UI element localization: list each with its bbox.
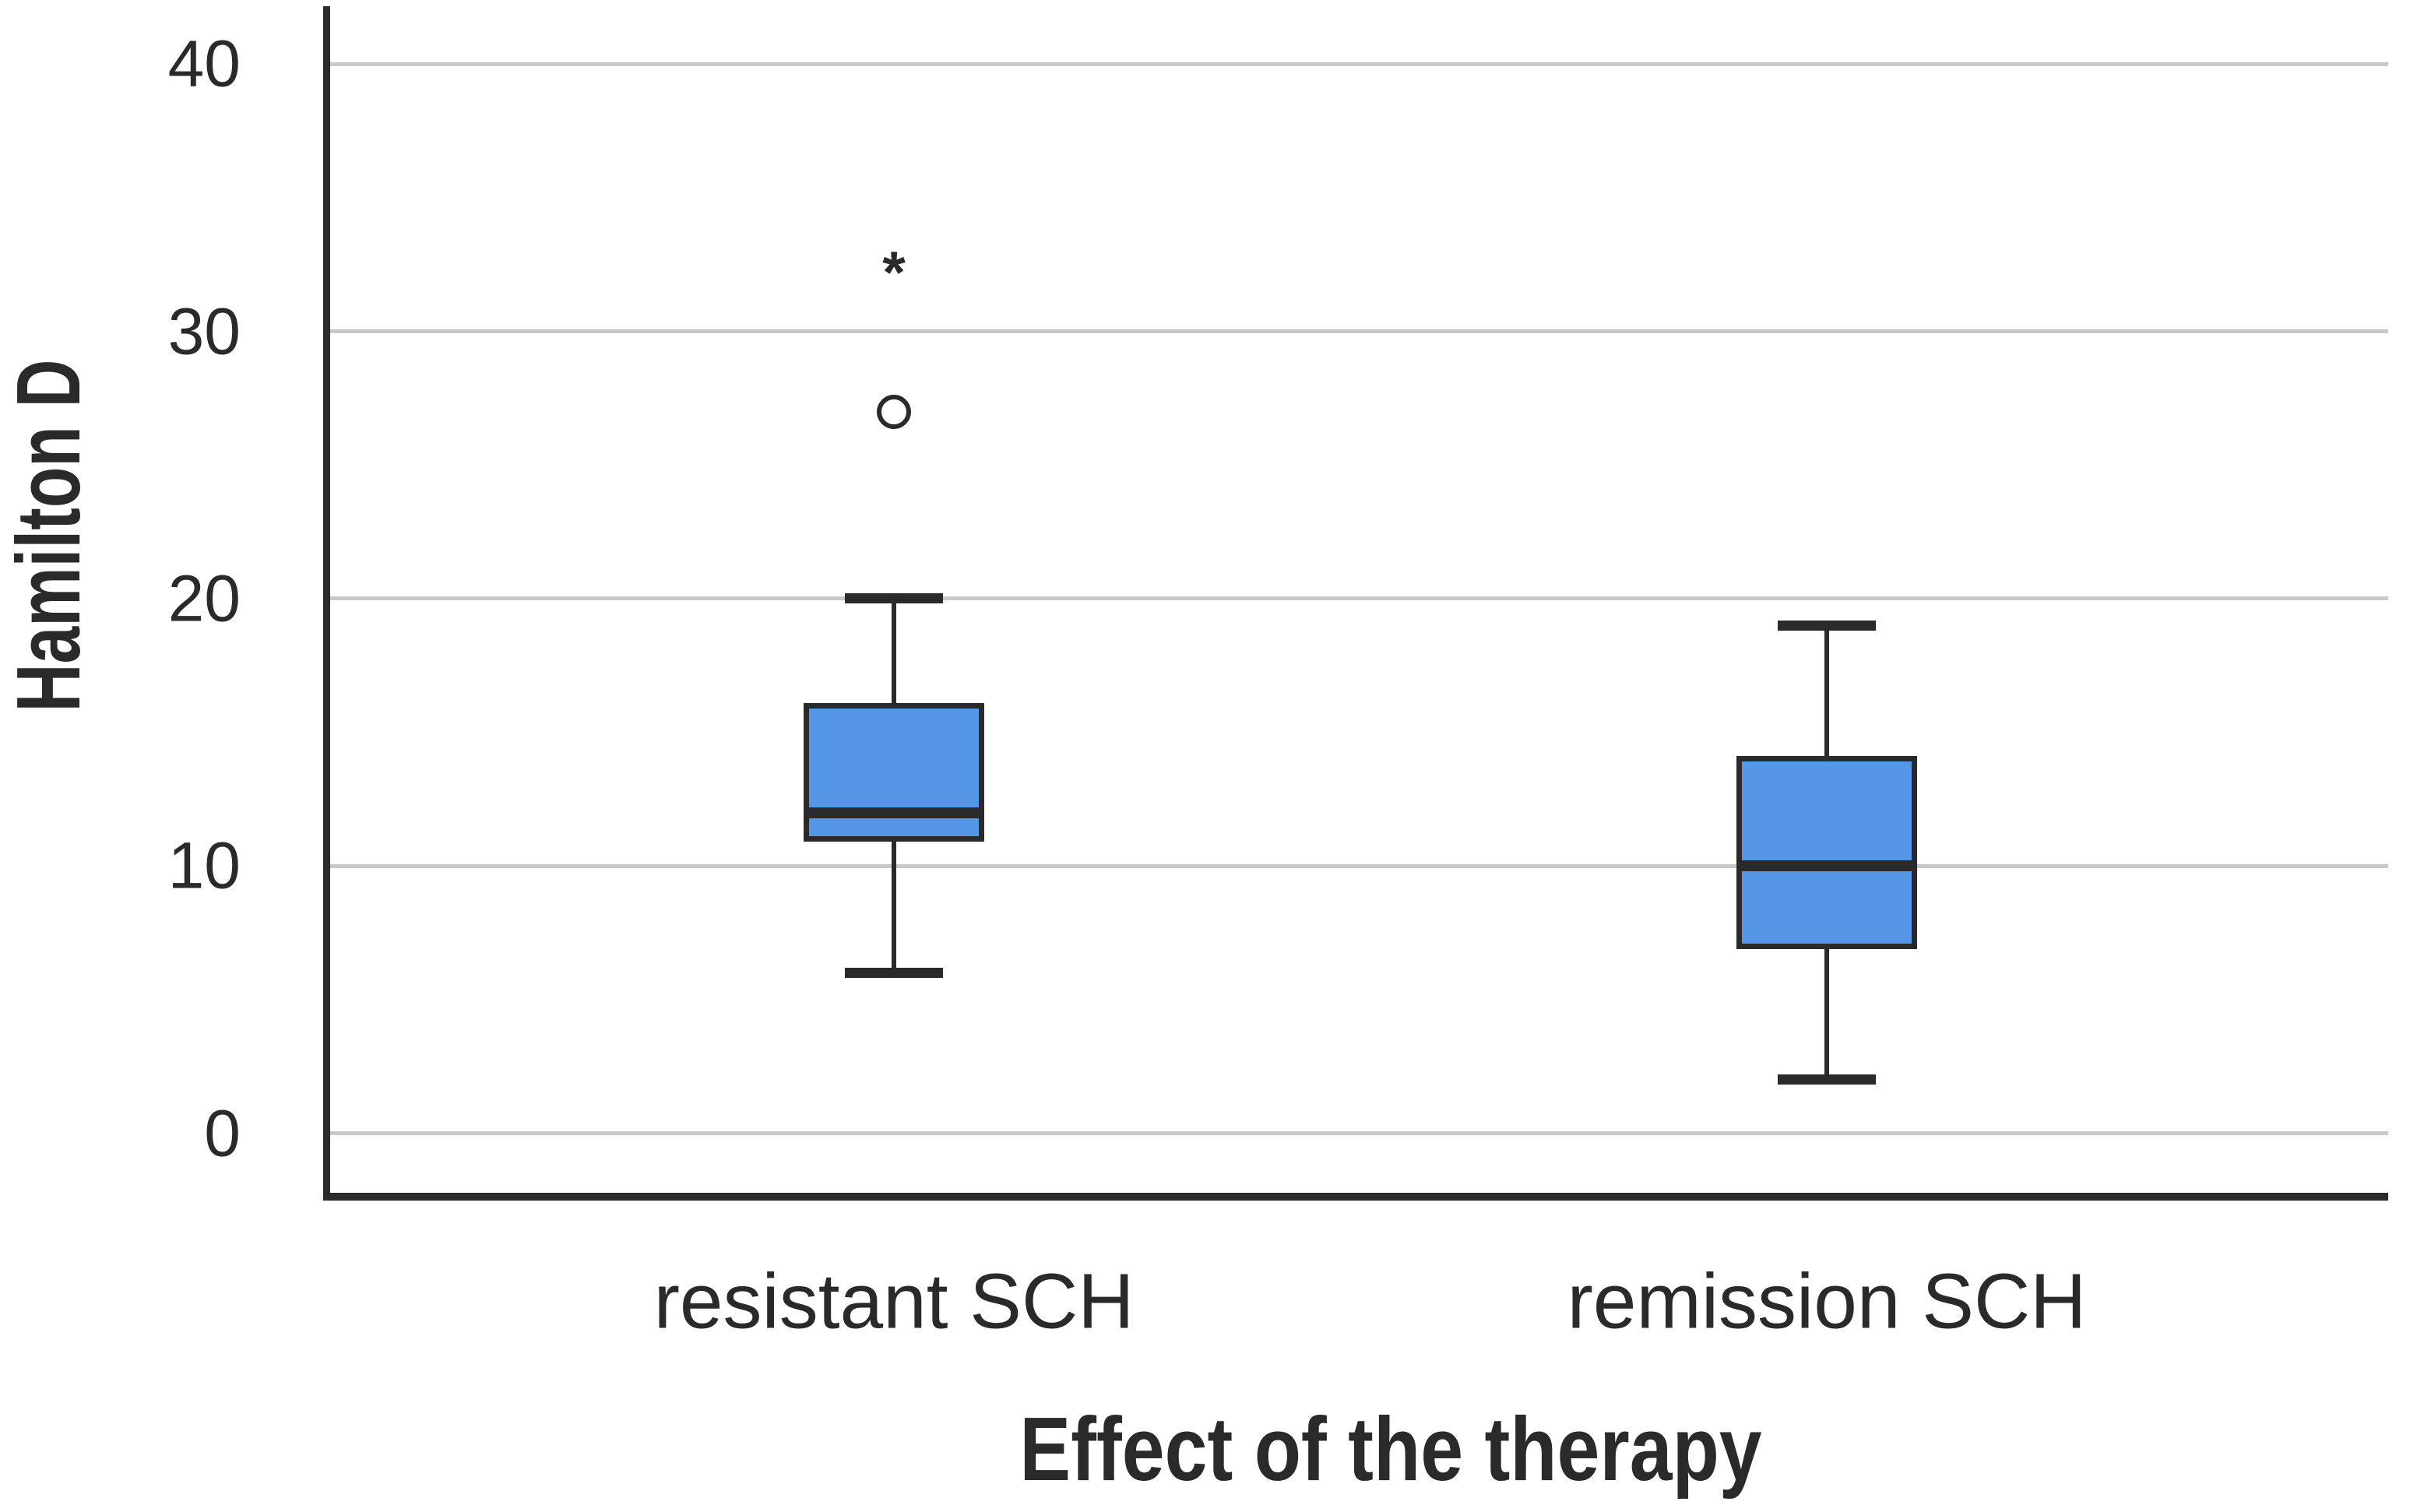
y-tick-label: 40 <box>167 26 241 100</box>
box <box>804 702 984 842</box>
gridline <box>330 596 2388 601</box>
x-axis-title: Effect of the therapy <box>1019 1398 1762 1500</box>
box <box>1736 756 1917 949</box>
y-tick-label: 0 <box>204 1096 241 1169</box>
lower-whisker-line <box>1824 946 1829 1080</box>
y-axis-line <box>323 6 330 1201</box>
y-tick-label: 30 <box>167 294 241 368</box>
y-tick-label: 20 <box>167 561 241 635</box>
gridline <box>330 62 2388 66</box>
x-category-label: resistant SCH <box>653 1257 1135 1345</box>
y-tick-label: 10 <box>167 828 241 902</box>
gridline <box>330 863 2388 868</box>
median-line <box>1742 860 1912 872</box>
outlier-circle-marker <box>877 394 911 429</box>
median-line <box>809 807 979 818</box>
lower-whisker-line <box>892 839 896 973</box>
upper-whisker-cap <box>1778 620 1876 631</box>
x-category-label: remission SCH <box>1567 1257 2087 1345</box>
y-axis-title: Hamilton D <box>0 359 99 712</box>
upper-whisker-line <box>892 598 896 706</box>
lower-whisker-cap <box>845 968 943 979</box>
gridline <box>330 329 2388 334</box>
gridline <box>330 1131 2388 1135</box>
upper-whisker-cap <box>845 593 943 604</box>
lower-whisker-cap <box>1778 1074 1876 1085</box>
extreme-asterisk-marker: * <box>882 239 906 306</box>
x-axis-line <box>323 1193 2388 1201</box>
upper-whisker-line <box>1824 625 1829 759</box>
